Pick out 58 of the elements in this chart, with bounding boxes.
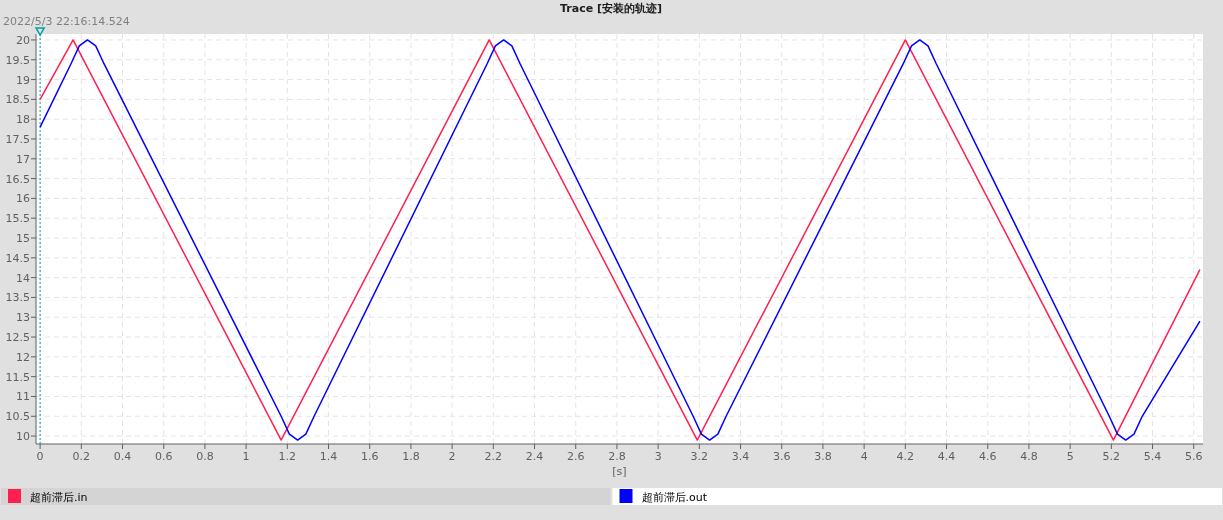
y-tick-label: 16: [16, 192, 30, 206]
x-tick-label: 5.4: [1143, 450, 1162, 463]
x-tick-label: 1.4: [319, 450, 338, 463]
y-tick-label: 11: [16, 390, 30, 404]
line-series: [39, 39, 1201, 441]
y-tick-label: 17: [16, 152, 30, 166]
x-tick-label: 2.4: [525, 450, 544, 463]
x-tick-label: 3.4: [731, 450, 750, 463]
x-tick-label: 2.6: [566, 450, 585, 463]
x-tick-label: 2: [448, 450, 456, 463]
x-tick-label: 5: [1066, 450, 1074, 463]
text: 2022/5/3 22:16:14.524: [3, 15, 130, 28]
y-tick-label: 13.5: [5, 291, 30, 305]
x-tick-label: 4: [860, 450, 868, 463]
x-tick-label: 0.8: [196, 450, 214, 463]
x-tick-label: 1.6: [360, 450, 379, 463]
y-tick-label: 13: [16, 311, 30, 325]
y-tick-label: 15.5: [5, 212, 30, 226]
x-axis-title: [s]: [612, 465, 627, 478]
y-tick-label: 11.5: [5, 370, 30, 384]
chart-title: Trace [安装的轨迹]: [559, 2, 663, 15]
x-tick-label: 4.4: [937, 450, 956, 463]
x-tick-label: 0.6: [154, 450, 173, 463]
y-tick-label: 20: [16, 33, 30, 47]
x-tick-label: 1.2: [278, 450, 297, 463]
x-tick-label: 1.8: [402, 450, 420, 463]
y-tick-label: 19.5: [5, 53, 30, 67]
x-tick-label: 0: [36, 450, 44, 463]
x-tick-label: 3.6: [772, 450, 791, 463]
legend-item: 超前滞后.in: [1, 488, 611, 505]
x-tick-label: 4.8: [1020, 450, 1038, 463]
legend-item: 超前滞后.out: [612, 488, 1222, 505]
y-tick-label: 15: [16, 232, 30, 246]
y-tick-label: 12: [16, 350, 30, 364]
x-tick-label: 2.8: [608, 450, 626, 463]
x-tick-label: 5.2: [1102, 450, 1121, 463]
x-tick-label: 0.4: [113, 450, 132, 463]
x-tick-label: 0.2: [72, 450, 91, 463]
x-tick-label: 4.2: [896, 450, 915, 463]
y-tick-label: 16.5: [5, 172, 30, 186]
y-tick-label: 18.5: [5, 93, 30, 107]
x-tick-label: 4.6: [978, 450, 997, 463]
x-tick-label: 3: [654, 450, 662, 463]
y-tick-label: 19: [16, 73, 30, 87]
y-tick-label: 18: [16, 113, 30, 127]
y-tick-label: 14.5: [5, 251, 30, 265]
x-tick-label: 2.2: [484, 450, 503, 463]
y-tick-label: 10.5: [5, 410, 30, 424]
x-tick-label: 3.8: [814, 450, 832, 463]
y-tick-label: 14: [16, 271, 30, 285]
y-tick-label: 10: [16, 430, 30, 444]
y-tick-label: 17.5: [5, 132, 30, 146]
x-tick-label: 3.2: [690, 450, 709, 463]
y-tick-label: 12.5: [5, 331, 30, 345]
legend-label: 超前滞后.in: [30, 491, 88, 504]
x-tick-label: 5.6: [1184, 450, 1203, 463]
legend-label: 超前滞后.out: [641, 491, 708, 504]
x-tick-label: 1: [242, 450, 250, 463]
